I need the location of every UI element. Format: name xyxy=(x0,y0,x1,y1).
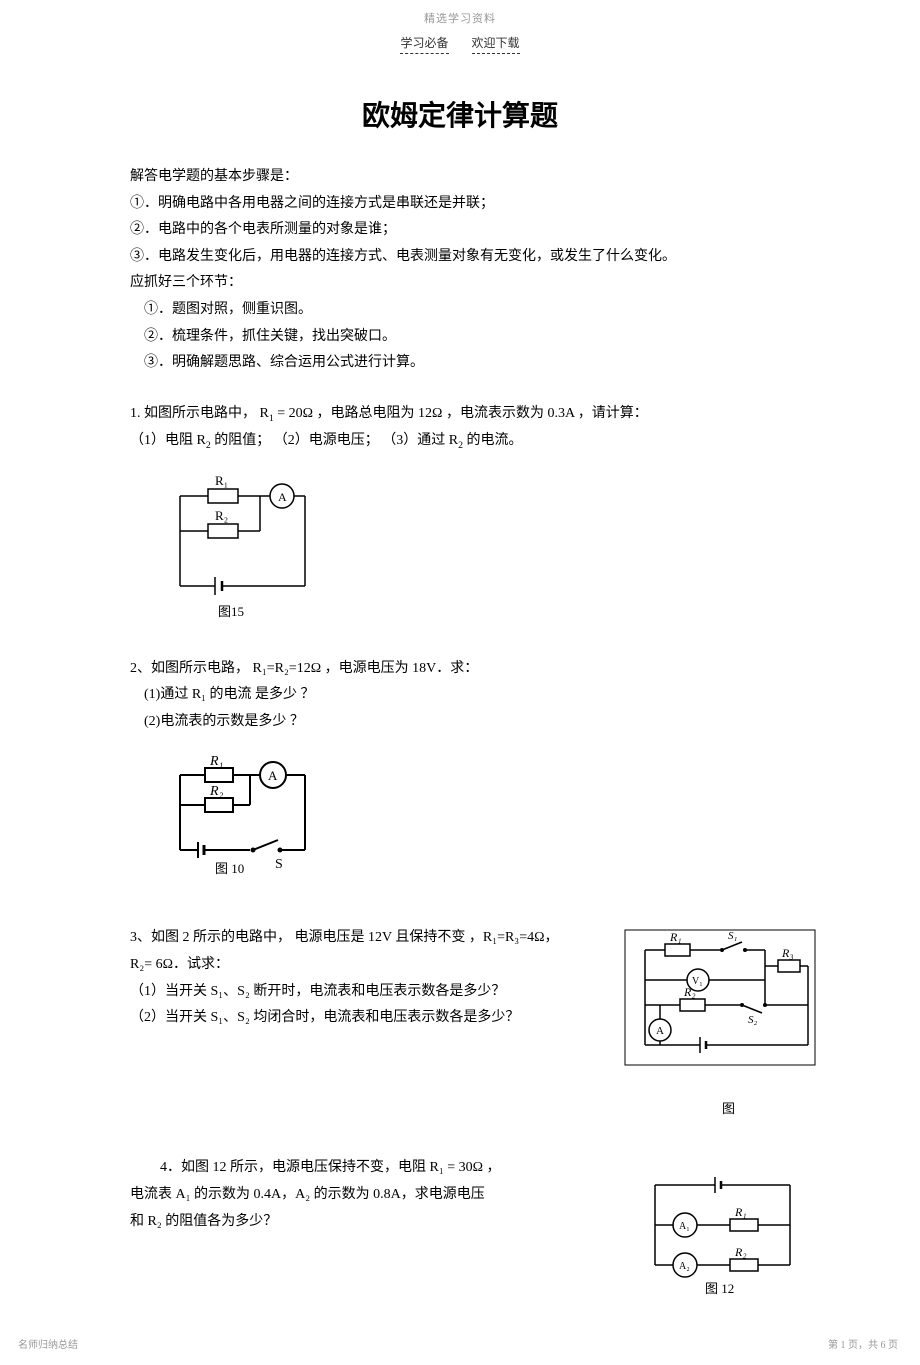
svg-text:R₁: R₁ xyxy=(209,755,223,769)
q3-line4: （2）当开关 S₁、S₂ 均闭合时，电流表和电压表示数各是多少？ xyxy=(130,1005,590,1032)
svg-text:图15: 图15 xyxy=(218,604,244,619)
q2-line2: (1)通过 R₁ 的电流 是多少 ？ xyxy=(130,682,790,709)
q3-fig-caption: 图 xyxy=(722,1098,735,1117)
svg-text:图 12: 图 12 xyxy=(705,1281,734,1296)
q4-figure: A₁ R₁ A₂ R₂ 图 12 xyxy=(635,1165,810,1310)
svg-text:A: A xyxy=(268,768,278,783)
svg-text:R₂: R₂ xyxy=(215,508,228,523)
q1-line1: 1. 如图所示电路中， R1 = 20Ω ，电路总电阻为 12Ω ，电流表示数为… xyxy=(130,401,790,428)
step-b-2: ②．梳理条件，抓住关键，找出突破口。 xyxy=(130,324,790,351)
svg-text:S: S xyxy=(275,857,283,872)
subheader: 学习必备 欢迎下载 xyxy=(0,34,920,54)
footer-left: 名师归纳总结 xyxy=(18,1336,78,1351)
q4-line2: 电流表 A₁ 的示数为 0.4A，A₂ 的示数为 0.8A，求电源电压 xyxy=(130,1182,590,1209)
q1-figure: R₁ A R₂ 图15 xyxy=(160,476,790,626)
sub-intro: 应抓好三个环节： xyxy=(130,270,790,297)
svg-text:R₃: R₃ xyxy=(781,946,794,960)
q2-line1: 2、如图所示电路， R₁=R₂=12Ω ，电源电压为 18V．求： xyxy=(130,656,790,683)
svg-text:A: A xyxy=(656,1025,664,1037)
svg-text:S₂: S₂ xyxy=(748,1014,758,1026)
step-b-3: ③．明确解题思路、综合运用公式进行计算。 xyxy=(130,350,790,377)
svg-text:A₁: A₁ xyxy=(679,1221,690,1232)
q1-line2: （1）电阻 R2 的阻值； （2）电源电压； （3）通过 R2 的电流。 xyxy=(130,428,790,455)
svg-text:R₁: R₁ xyxy=(215,476,228,488)
svg-text:R₂: R₂ xyxy=(209,784,224,799)
q2-line3: (2)电流表的示数是多少 ？ xyxy=(130,709,790,736)
step-a-3: ③．电路发生变化后，用电器的连接方式、电表测量对象有无变化，或发生了什么变化。 xyxy=(130,244,790,271)
step-a-1: ①．明确电路中各用电器之间的连接方式是串联还是并联； xyxy=(130,191,790,218)
intro: 解答电学题的基本步骤是： xyxy=(130,164,790,191)
page-title: 欧姆定律计算题 xyxy=(130,94,790,134)
q4-line3: 和 R₂ 的阻值各为多少？ xyxy=(130,1209,590,1236)
header-top-label: 精选学习资料 xyxy=(0,0,920,26)
subheader-right: 欢迎下载 xyxy=(472,34,520,54)
svg-text:R₁: R₁ xyxy=(669,930,682,944)
q3-line3: （1）当开关 S₁、S₂ 断开时，电流表和电压表示数各是多少？ xyxy=(130,979,590,1006)
q2-figure: R₁ A R₂ xyxy=(160,755,790,895)
step-a-2: ②．电路中的各个电表所测量的对象是谁； xyxy=(130,217,790,244)
q3-line1: 3、如图 2 所示的电路中， 电源电压是 12V 且保持不变 ，R₁=R₃=4Ω… xyxy=(130,925,590,952)
svg-text:R₂: R₂ xyxy=(734,1245,747,1259)
step-b-1: ①．题图对照，侧重识图。 xyxy=(130,297,790,324)
q4-line1: 4．如图 12 所示，电源电压保持不变，电阻 R₁ = 30Ω ， xyxy=(130,1155,590,1182)
q3-line2: R₂= 6Ω．试求： xyxy=(130,952,590,979)
svg-text:R₁: R₁ xyxy=(734,1205,747,1219)
svg-text:S₁: S₁ xyxy=(728,930,738,942)
svg-text:R₂: R₂ xyxy=(683,985,696,999)
svg-text:图 10: 图 10 xyxy=(215,861,244,876)
footer-right: 第 1 页，共 6 页 xyxy=(828,1336,898,1351)
subheader-left: 学习必备 xyxy=(400,34,448,54)
q3-figure: R₁ S₁ R₃ V₁ xyxy=(620,925,820,1075)
svg-text:A: A xyxy=(278,490,287,504)
svg-text:A₂: A₂ xyxy=(679,1261,690,1272)
